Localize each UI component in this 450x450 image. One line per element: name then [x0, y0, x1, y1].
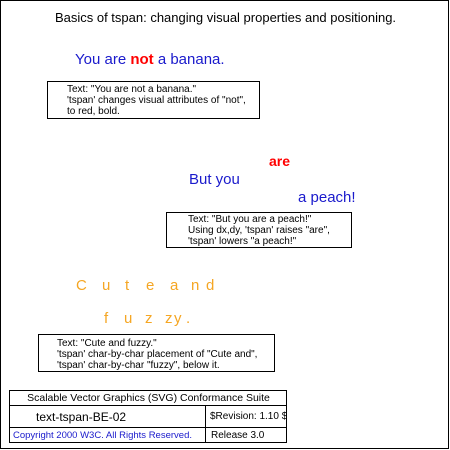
fuzzy-char: f: [104, 310, 109, 327]
and-char: a: [170, 277, 179, 294]
fuzzy-char: z: [145, 310, 153, 327]
suite-name: Scalable Vector Graphics (SVG) Conforman…: [10, 391, 287, 406]
peach-description-line: 'tspan' lowers "a peach!": [188, 236, 297, 247]
peach-but-you: But you: [189, 171, 240, 188]
banana-sentence: You are not a banana.: [75, 51, 225, 69]
cute-char: t: [125, 277, 130, 294]
fuzzy-char: z: [165, 310, 173, 327]
fuzzy-char: y: [174, 310, 182, 327]
banana-text-after: a banana.: [153, 51, 225, 68]
banana-description-line: to red, bold.: [67, 106, 120, 117]
cute-char: u: [102, 277, 111, 294]
fuzzy-description-line: 'tspan' char-by-char "fuzzy", below it.: [57, 360, 220, 371]
and-char: n: [191, 277, 200, 294]
banana-text-before: You are: [75, 51, 131, 68]
copyright-notice: Copyright 2000 W3C. All Rights Reserved.: [10, 428, 206, 443]
banana-emphasis-not: not: [130, 51, 154, 68]
fuzzy-description-line: 'tspan' char-by-char placement of "Cute …: [57, 349, 258, 360]
peach-description-box: Text: "But you are a peach!" Using dx,dy…: [166, 212, 352, 248]
conformance-footer: Scalable Vector Graphics (SVG) Conforman…: [9, 390, 287, 443]
revision-label: $Revision: 1.10 $: [206, 406, 287, 428]
peach-description-line: Using dx,dy, 'tspan' raises "are",: [188, 225, 330, 236]
cute-char: e: [146, 277, 155, 294]
banana-description-line: 'tspan' changes visual attributes of "no…: [67, 95, 246, 106]
fuzzy-char: u: [124, 310, 133, 327]
test-id: text-tspan-BE-02: [10, 406, 206, 428]
release-label: Release 3.0: [211, 430, 265, 441]
peach-description-line: Text: "But you are a peach!": [188, 214, 312, 225]
cute-char: C: [76, 277, 87, 294]
fuzzy-char: .: [186, 310, 191, 327]
and-char: d: [206, 277, 215, 294]
banana-description-line: Text: "You are not a banana.": [67, 84, 197, 95]
peach-raised-are: are: [269, 153, 291, 169]
page-title: Basics of tspan: changing visual propert…: [54, 10, 397, 25]
peach-lowered-a-peach: a peach!: [298, 189, 356, 206]
fuzzy-description-line: Text: "Cute and fuzzy.": [57, 338, 157, 349]
fuzzy-description-box: Text: "Cute and fuzzy." 'tspan' char-by-…: [38, 334, 275, 372]
banana-description-box: Text: "You are not a banana." 'tspan' ch…: [47, 81, 260, 119]
